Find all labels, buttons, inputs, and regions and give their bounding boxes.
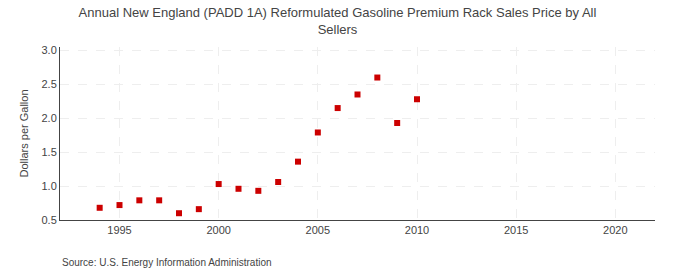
svg-text:2020: 2020 [603, 224, 627, 236]
svg-text:Annual New England (PADD 1A) R: Annual New England (PADD 1A) Reformulate… [79, 5, 597, 37]
svg-text:1.5: 1.5 [42, 146, 57, 158]
svg-text:2015: 2015 [504, 224, 528, 236]
svg-text:Source: U.S. Energy Informatio: Source: U.S. Energy Information Administ… [62, 257, 272, 268]
svg-text:Dollars per Gallon: Dollars per Gallon [18, 89, 30, 177]
svg-text:2.0: 2.0 [42, 112, 57, 124]
svg-text:1.0: 1.0 [42, 180, 57, 192]
svg-text:2010: 2010 [405, 224, 429, 236]
svg-text:2005: 2005 [306, 224, 330, 236]
svg-text:2.5: 2.5 [42, 78, 57, 90]
svg-text:2000: 2000 [206, 224, 230, 236]
svg-text:0.5: 0.5 [42, 214, 57, 226]
svg-text:3.0: 3.0 [42, 44, 57, 56]
svg-text:1995: 1995 [107, 224, 131, 236]
